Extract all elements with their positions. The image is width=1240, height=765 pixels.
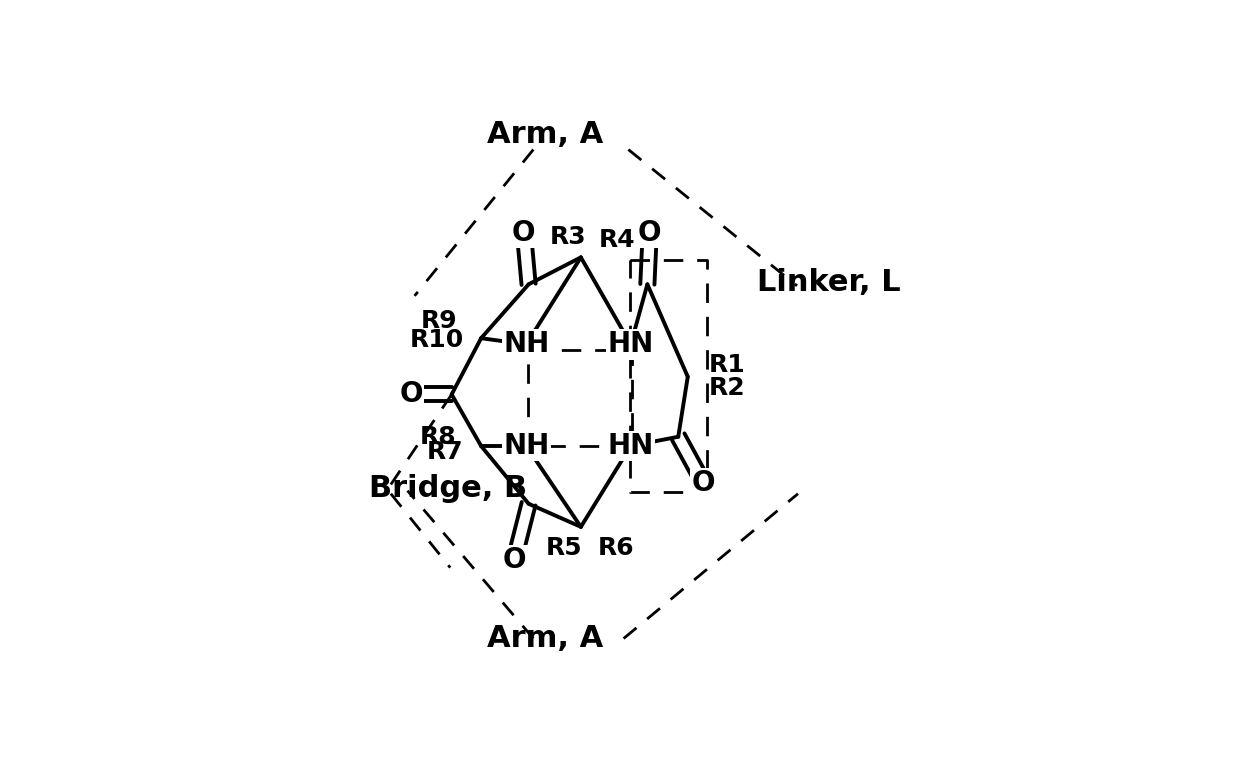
Text: O: O bbox=[399, 380, 423, 409]
Text: O: O bbox=[502, 546, 526, 574]
Text: R10: R10 bbox=[409, 327, 464, 352]
Text: NH: NH bbox=[503, 330, 549, 358]
Text: R5: R5 bbox=[546, 536, 583, 560]
Text: Linker, L: Linker, L bbox=[756, 269, 900, 298]
Text: O: O bbox=[639, 219, 661, 246]
Text: Bridge, B: Bridge, B bbox=[370, 474, 527, 503]
Text: R8: R8 bbox=[420, 425, 456, 449]
Text: R6: R6 bbox=[598, 536, 634, 560]
Text: R7: R7 bbox=[427, 440, 464, 464]
Text: O: O bbox=[512, 219, 536, 246]
Text: NH: NH bbox=[503, 432, 549, 460]
Text: O: O bbox=[692, 469, 715, 497]
Text: R9: R9 bbox=[420, 309, 458, 334]
Text: R4: R4 bbox=[599, 229, 635, 252]
Text: Arm, A: Arm, A bbox=[487, 624, 604, 653]
Text: R3: R3 bbox=[549, 225, 587, 249]
Text: HN: HN bbox=[608, 432, 653, 460]
Text: Arm, A: Arm, A bbox=[487, 119, 604, 148]
Text: HN: HN bbox=[608, 330, 653, 358]
Text: R2: R2 bbox=[709, 376, 745, 400]
Text: R1: R1 bbox=[709, 353, 746, 377]
